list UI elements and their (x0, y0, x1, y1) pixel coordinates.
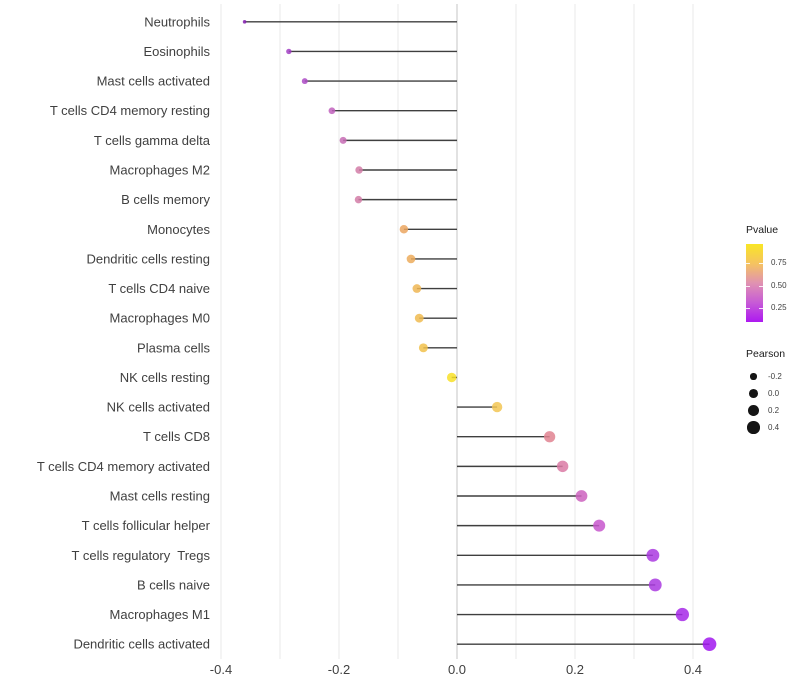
pearson-dot-box (746, 421, 761, 434)
y-axis-label: T cells CD4 naive (108, 281, 210, 296)
pearson-dot-box (746, 405, 761, 416)
x-axis-tick-label: 0.4 (684, 662, 702, 677)
data-point (648, 578, 662, 592)
data-point (286, 48, 292, 55)
y-axis-label: T cells CD4 memory activated (37, 459, 210, 474)
legend-pvalue: Pvalue 0.75 0.50 0.25 (746, 224, 800, 324)
y-axis-label: Dendritic cells activated (73, 637, 210, 652)
x-axis-tick-label: 0.2 (566, 662, 584, 677)
pvalue-colorbar-tick (759, 285, 763, 287)
y-axis-label: T cells follicular helper (82, 518, 211, 533)
y-axis-label: Monocytes (147, 222, 210, 237)
y-axis-label: Eosinophils (144, 44, 211, 59)
pearson-size-dot (750, 373, 757, 380)
pearson-tick-label: 0.2 (768, 406, 780, 415)
pearson-tick-label: -0.2 (768, 372, 782, 381)
pearson-dot-box (746, 389, 761, 398)
data-point (399, 225, 409, 234)
y-axis-label: Macrophages M1 (110, 607, 210, 622)
y-axis-label: T cells gamma delta (94, 133, 211, 148)
data-point (675, 607, 690, 622)
pvalue-tick-label: 0.75 (771, 258, 787, 267)
data-point (544, 431, 556, 443)
y-axis-label: Plasma cells (137, 340, 210, 355)
pvalue-tick-label: 0.50 (771, 280, 787, 290)
pvalue-colorbar-tick (759, 263, 763, 264)
y-axis-label: B cells memory (121, 192, 210, 207)
y-axis-label: Neutrophils (144, 14, 210, 29)
pearson-size-dot (749, 389, 758, 398)
data-point (328, 107, 336, 115)
pearson-legend-row: 0.4 (746, 419, 800, 436)
data-point (575, 490, 588, 502)
legend-pvalue-title: Pvalue (746, 224, 779, 236)
y-axis-label: Mast cells activated (97, 74, 210, 89)
pvalue-colorbar-tick (746, 308, 750, 309)
data-point (491, 401, 503, 413)
pearson-size-dot (748, 405, 759, 416)
pvalue-tick-label: 0.25 (771, 303, 787, 312)
data-point (301, 78, 308, 85)
data-point (406, 254, 416, 264)
data-point (593, 519, 606, 532)
pvalue-colorbar-tick (746, 263, 750, 264)
pearson-legend-row: 0.0 (746, 385, 800, 402)
data-point (702, 637, 717, 652)
data-point (556, 460, 569, 473)
pvalue-colorbar-tick (746, 285, 750, 287)
y-axis-label: Dendritic cells resting (86, 251, 210, 266)
pearson-tick-label: 0.0 (768, 389, 780, 398)
pvalue-colorbar-wrap: 0.75 0.50 0.25 (746, 244, 800, 324)
pvalue-colorbar-tick (759, 308, 763, 309)
y-axis-label: T cells CD8 (143, 429, 210, 444)
legend-pearson: Pearson -0.2 0.0 0.2 0.4 (746, 348, 800, 436)
y-axis-label: Macrophages M0 (110, 311, 210, 326)
pvalue-colorbar (746, 244, 763, 322)
data-point (646, 548, 660, 562)
x-axis-tick-label: -0.4 (210, 662, 232, 677)
pearson-size-dot (747, 421, 760, 434)
x-axis-tick-label: -0.2 (328, 662, 350, 677)
data-point (446, 372, 457, 383)
data-point (418, 343, 428, 353)
pearson-legend-row: -0.2 (746, 368, 800, 385)
data-point (414, 313, 424, 323)
x-axis-tick-label: 0.0 (448, 662, 466, 677)
y-axis-label: T cells CD4 memory resting (50, 103, 210, 118)
y-axis-label: Mast cells resting (110, 489, 210, 504)
y-axis-label: T cells regulatory Tregs (72, 548, 211, 563)
legend-pearson-title: Pearson (746, 348, 786, 360)
data-point (412, 284, 422, 293)
y-axis-label: Macrophages M2 (110, 163, 210, 178)
data-point (242, 20, 247, 24)
pearson-tick-label: 0.4 (768, 423, 780, 432)
y-axis-label: NK cells activated (107, 400, 210, 415)
data-point (354, 195, 363, 204)
pearson-legend-row: 0.2 (746, 402, 800, 419)
y-axis-label: B cells naive (137, 577, 210, 592)
data-point (355, 166, 363, 174)
data-point (339, 136, 347, 144)
y-axis-label: NK cells resting (120, 370, 210, 385)
pearson-dot-box (746, 373, 761, 380)
